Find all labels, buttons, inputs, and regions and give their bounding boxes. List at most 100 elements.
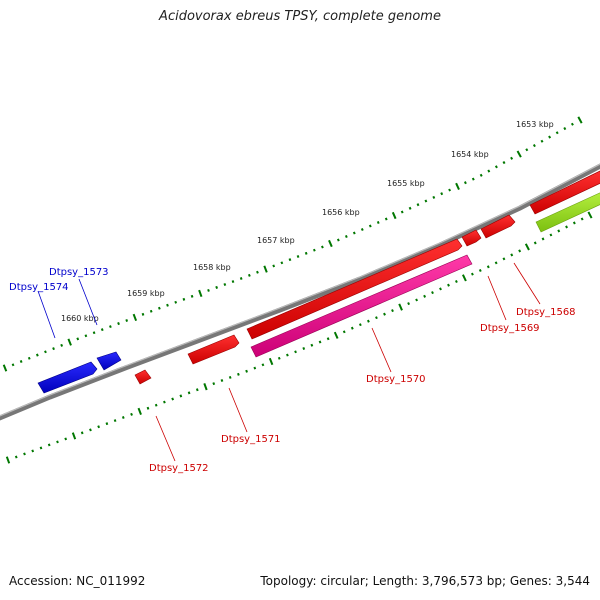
minor-tick — [510, 253, 514, 257]
minor-tick — [166, 303, 169, 307]
minor-tick — [256, 270, 259, 274]
major-tick — [391, 211, 397, 220]
tick-label-1656: 1656 kbp — [322, 208, 360, 217]
major-tick — [71, 432, 77, 440]
minor-tick — [471, 177, 475, 181]
gene-label: Dtpsy_1571 — [221, 434, 281, 445]
minor-tick — [439, 287, 442, 291]
minor-tick — [247, 273, 251, 277]
minor-tick — [171, 397, 175, 401]
minor-tick — [215, 285, 219, 289]
gene-dtpsy-1569b[interactable] — [461, 229, 482, 247]
gene-dtpsy-1572[interactable] — [134, 369, 152, 385]
gene-dtpsy-1570[interactable] — [250, 254, 473, 358]
gene-dtpsy-1568[interactable] — [529, 170, 600, 215]
minor-tick — [548, 135, 552, 139]
minor-tick — [518, 249, 522, 253]
major-tick — [137, 407, 142, 415]
gene-dtpsy-1572-upper[interactable] — [187, 334, 240, 365]
minor-tick — [540, 139, 544, 143]
minor-tick — [154, 403, 158, 407]
minor-tick — [541, 237, 545, 241]
minor-tick — [557, 229, 561, 233]
map-title: Acidovorax ebreus TPSY, complete genome — [159, 9, 441, 24]
minor-tick — [149, 309, 153, 313]
minor-tick — [92, 331, 96, 335]
tick-label-1657: 1657 kbp — [257, 236, 295, 245]
scale-labels: 1653 kbp 1654 kbp 1655 kbp 1656 kbp 1657… — [61, 120, 554, 323]
minor-tick — [454, 279, 458, 284]
minor-tick — [89, 428, 92, 432]
minor-tick — [294, 350, 297, 354]
minor-tick — [39, 446, 43, 450]
minor-tick — [23, 452, 26, 456]
major-tick — [455, 182, 460, 191]
minor-tick — [572, 221, 576, 225]
minor-tick — [416, 203, 420, 207]
minor-tick — [47, 443, 51, 447]
minor-tick — [261, 363, 265, 367]
major-tick — [333, 331, 339, 339]
minor-tick — [320, 245, 324, 249]
gene-dtpsy-1571[interactable] — [246, 238, 463, 340]
minor-tick — [570, 122, 574, 126]
minor-tick — [565, 225, 568, 229]
minor-tick — [549, 233, 553, 237]
inner-scale-ring — [5, 211, 593, 464]
major-tick — [577, 116, 583, 124]
major-tick — [203, 383, 208, 391]
minor-tick — [56, 440, 59, 444]
minor-tick — [253, 366, 257, 370]
minor-tick — [408, 206, 412, 210]
minor-tick — [100, 328, 104, 332]
major-tick — [587, 211, 593, 219]
major-tick — [516, 150, 522, 158]
minor-tick — [470, 272, 474, 276]
major-tick — [328, 239, 333, 248]
minor-tick — [174, 300, 178, 304]
minor-tick — [113, 419, 117, 423]
minor-tick — [286, 353, 289, 357]
minor-tick — [486, 265, 490, 269]
minor-tick — [11, 363, 15, 367]
minor-tick — [358, 323, 362, 327]
minor-tick — [125, 319, 129, 322]
major-tick — [132, 313, 138, 322]
gene-label: Dtpsy_1570 — [366, 374, 426, 385]
minor-tick — [533, 241, 537, 245]
minor-tick — [502, 257, 506, 261]
minor-tick — [296, 255, 300, 258]
topology-text: Topology: circular; Length: 3,796,573 bp… — [260, 574, 590, 588]
minor-tick — [220, 379, 224, 382]
minor-tick — [84, 334, 88, 338]
minor-tick — [432, 195, 436, 199]
minor-tick — [302, 347, 306, 350]
gene-dtpsy-1569[interactable] — [480, 214, 516, 239]
minor-tick — [105, 422, 109, 426]
major-tick — [461, 274, 467, 282]
minor-tick — [502, 161, 506, 165]
minor-tick — [182, 297, 186, 301]
minor-tick — [448, 188, 452, 192]
minor-tick — [277, 356, 281, 360]
minor-tick — [415, 298, 419, 302]
minor-tick — [510, 156, 514, 160]
gene-dtpsy-1574[interactable] — [37, 361, 98, 394]
minor-tick — [272, 264, 276, 268]
gene-label: Dtpsy_1572 — [149, 463, 209, 474]
tick-label-1653: 1653 kbp — [516, 120, 554, 129]
minor-tick — [44, 350, 47, 354]
minor-tick — [342, 330, 346, 334]
major-tick — [268, 357, 274, 366]
gene-dtpsy-1573[interactable] — [96, 351, 122, 371]
feature-lime[interactable] — [535, 191, 600, 233]
minor-tick — [431, 291, 434, 295]
minor-tick — [494, 165, 498, 169]
major-tick — [198, 289, 203, 298]
minor-tick — [190, 294, 194, 298]
gene-labels: Dtpsy_1574 Dtpsy_1573 Dtpsy_1572 Dtpsy_1… — [9, 267, 576, 474]
minor-tick — [326, 337, 330, 341]
minor-tick — [80, 431, 84, 435]
minor-tick — [304, 251, 308, 255]
minor-tick — [368, 224, 372, 228]
